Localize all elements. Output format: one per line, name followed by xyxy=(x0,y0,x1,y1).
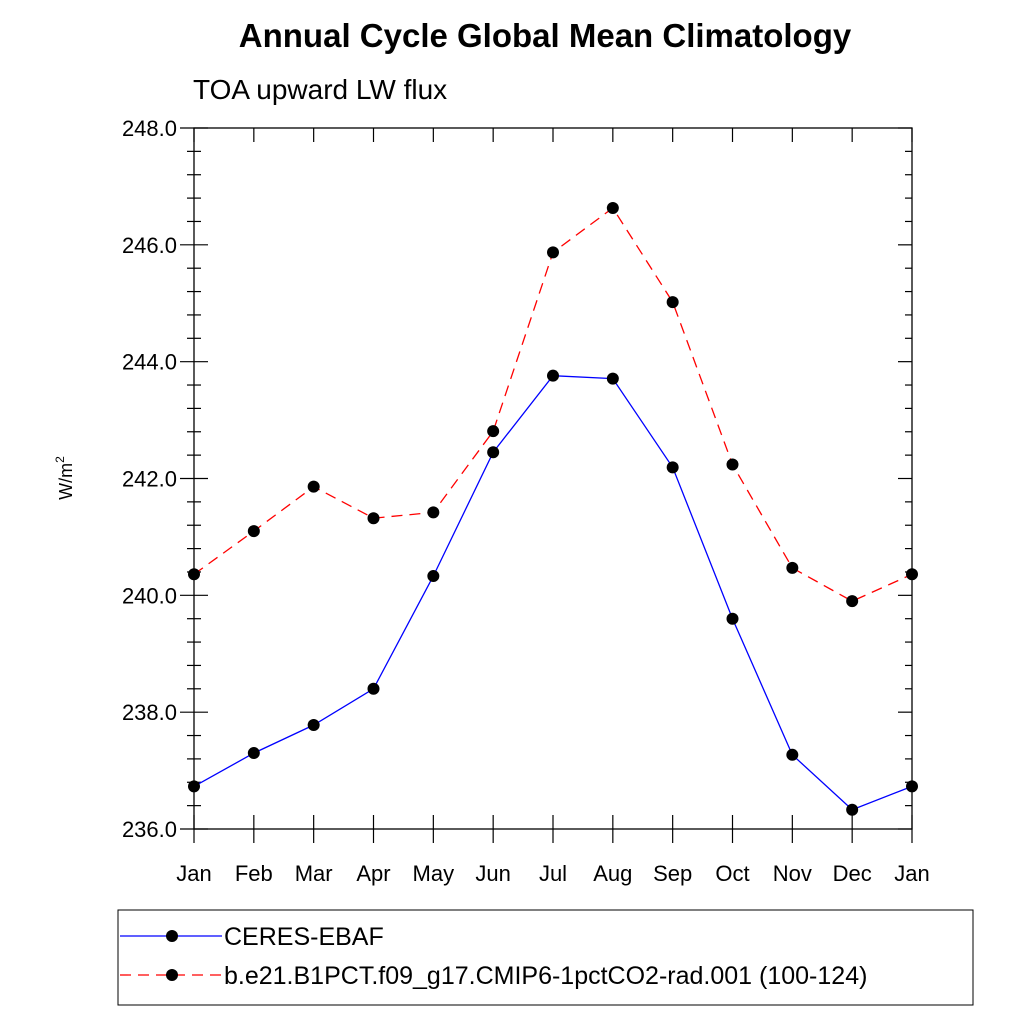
series-1-point-12 xyxy=(906,568,918,581)
series-0-point-11 xyxy=(846,803,859,816)
series-1-point-1 xyxy=(247,525,260,538)
chart-subtitle: TOA upward LW flux xyxy=(193,74,447,105)
series-1-point-7 xyxy=(606,202,619,215)
series-1-point-2 xyxy=(307,480,320,493)
series-1-point-4 xyxy=(427,506,440,519)
x-axis-tick-labels: Jan Feb Mar Apr May Jun Jul Aug Sep Oct Nov Dec Jan xyxy=(176,861,929,886)
x-tick-label-1: Feb xyxy=(235,861,273,886)
x-tick-label-9: Oct xyxy=(715,861,749,886)
x-tick-label-8: Sep xyxy=(653,861,692,886)
legend-label-0: CERES-EBAF xyxy=(224,923,384,951)
series-0-point-10 xyxy=(786,748,799,761)
series-line-1 xyxy=(193,207,913,602)
x-tick-label-11: Dec xyxy=(833,861,872,886)
x-tick-label-2: Mar xyxy=(295,861,333,886)
plot-frame xyxy=(193,127,913,830)
x-tick-label-10: Nov xyxy=(773,861,812,886)
legend-label-1: b.e21.B1PCT.f09_g17.CMIP6-1pctCO2-rad.00… xyxy=(224,962,867,990)
series-0-point-0 xyxy=(188,780,200,793)
y-tick-label-2: 240.0 xyxy=(122,583,177,608)
x-tick-label-7: Aug xyxy=(593,861,632,886)
y-axis-label-superscript: 2 xyxy=(53,456,67,463)
legend-marker-1 xyxy=(166,969,178,981)
series-0-point-4 xyxy=(427,570,440,583)
series-1-point-5 xyxy=(487,425,500,438)
legend-box xyxy=(117,909,974,1006)
series-1-point-3 xyxy=(367,512,380,525)
series-0-point-8 xyxy=(666,461,679,474)
y-tick-label-6: 248.0 xyxy=(122,116,177,141)
series-1-point-8 xyxy=(666,296,679,309)
y-tick-label-0: 236.0 xyxy=(122,817,177,842)
series-0-point-2 xyxy=(307,719,320,732)
y-axis-label-text: W/m xyxy=(56,463,76,500)
series-0-point-7 xyxy=(606,372,619,385)
x-tick-label-12: Jan xyxy=(894,861,929,886)
x-tick-label-4: May xyxy=(413,861,455,886)
y-axis-tick-labels: 236.0 238.0 240.0 242.0 244.0 246.0 248.0 xyxy=(122,116,177,842)
y-tick-label-3: 242.0 xyxy=(122,467,177,492)
series-0-point-5 xyxy=(487,446,500,459)
x-tick-label-6: Jul xyxy=(539,861,567,886)
series-line-0 xyxy=(193,375,913,811)
y-axis-label: W/m2 xyxy=(53,456,76,500)
legend: CERES-EBAF b.e21.B1PCT.f09_g17.CMIP6-1pct… xyxy=(120,923,867,990)
x-tick-label-0: Jan xyxy=(176,861,211,886)
series-layer xyxy=(188,202,918,816)
series-1-point-6 xyxy=(547,246,559,259)
series-1-point-10 xyxy=(786,561,799,574)
y-tick-label-1: 238.0 xyxy=(122,700,177,725)
series-0-point-6 xyxy=(547,369,559,382)
legend-marker-0 xyxy=(166,930,178,942)
x-tick-label-3: Apr xyxy=(356,861,390,886)
chart-title: Annual Cycle Global Mean Climatology xyxy=(239,17,852,54)
series-0-point-1 xyxy=(247,747,260,760)
series-1-point-0 xyxy=(188,568,200,581)
y-tick-label-4: 244.0 xyxy=(122,350,177,375)
y-tick-label-5: 246.0 xyxy=(122,233,177,258)
series-0-point-3 xyxy=(367,682,380,695)
series-1-point-9 xyxy=(726,458,739,471)
series-0-point-12 xyxy=(906,780,918,793)
series-0-point-9 xyxy=(726,612,739,625)
series-1-point-11 xyxy=(846,595,859,608)
x-tick-label-5: Jun xyxy=(475,861,510,886)
